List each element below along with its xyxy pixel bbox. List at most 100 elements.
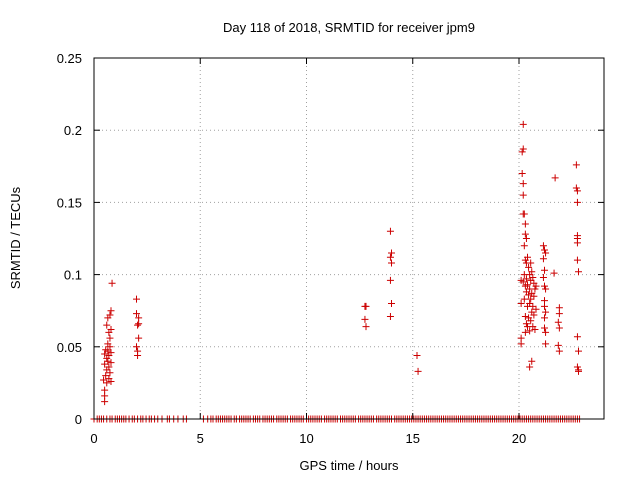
data-point	[107, 307, 115, 315]
data-point	[107, 325, 115, 333]
data-point	[361, 315, 369, 323]
data-point	[134, 321, 142, 329]
data-point	[388, 249, 395, 257]
data-point	[541, 302, 548, 310]
data-point	[573, 333, 581, 341]
data-point	[107, 377, 115, 385]
data-point	[520, 295, 528, 303]
data-point	[518, 170, 526, 178]
data-point	[555, 310, 563, 318]
data-point	[541, 282, 548, 290]
data-point	[530, 292, 538, 300]
data-point	[521, 312, 529, 320]
data-point	[527, 317, 535, 325]
data-point	[525, 263, 533, 271]
data-point	[551, 174, 559, 182]
y-tick-label: 0	[75, 412, 82, 427]
data-point	[531, 285, 539, 293]
data-point	[529, 273, 537, 281]
data-point	[133, 310, 140, 318]
data-point	[107, 359, 115, 367]
data-point	[539, 255, 547, 263]
data-point	[575, 367, 582, 375]
data-point	[386, 227, 394, 235]
data-point	[134, 351, 142, 359]
data-point	[104, 357, 112, 365]
x-tick-label: 0	[90, 431, 97, 446]
data-point	[528, 268, 536, 276]
data-point	[528, 357, 536, 365]
data-point	[362, 323, 370, 331]
data-point	[541, 314, 548, 322]
data-point	[527, 259, 535, 267]
data-point	[101, 350, 109, 358]
y-tick-label: 0.2	[64, 123, 82, 138]
data-point	[101, 360, 109, 368]
data-point	[101, 386, 109, 394]
data-point	[106, 311, 114, 319]
data-point	[550, 269, 558, 277]
data-point	[362, 302, 370, 310]
data-point	[103, 321, 111, 329]
data-point	[519, 180, 527, 188]
data-point	[530, 311, 538, 319]
data-point	[520, 210, 528, 218]
data-point	[542, 328, 550, 336]
data-point	[386, 312, 394, 320]
data-point	[518, 148, 526, 156]
x-tick-label: 10	[299, 431, 313, 446]
data-point	[573, 187, 581, 195]
y-tick-label: 0.05	[57, 340, 82, 355]
data-point	[555, 347, 563, 355]
data-point	[526, 363, 534, 371]
data-point	[103, 379, 111, 387]
data-point	[386, 253, 394, 261]
data-point	[575, 268, 582, 276]
data-point	[106, 369, 114, 377]
data-point	[517, 299, 525, 307]
data-point	[386, 276, 394, 284]
data-point	[539, 273, 547, 281]
data-point	[108, 279, 116, 287]
data-point	[519, 191, 527, 199]
data-point	[573, 239, 581, 247]
data-point	[522, 235, 530, 242]
data-point	[105, 363, 113, 371]
y-axis-label: SRMTID / TECUs	[8, 186, 23, 289]
data-point	[555, 324, 563, 332]
data-point	[573, 256, 581, 264]
data-point	[521, 230, 529, 238]
data-point	[541, 266, 548, 274]
x-tick-label: 20	[512, 431, 526, 446]
data-point	[525, 291, 533, 299]
plot-frame	[93, 57, 605, 420]
data-point	[572, 184, 580, 192]
data-point	[100, 376, 108, 384]
data-point	[522, 320, 530, 328]
data-point	[524, 253, 531, 261]
data-point	[554, 341, 562, 349]
data-point	[575, 347, 582, 355]
data-point	[524, 281, 531, 289]
data-point	[532, 282, 540, 290]
x-axis-label: GPS time / hours	[300, 458, 399, 473]
data-point	[519, 278, 527, 286]
data-point	[106, 334, 114, 342]
data-point	[135, 314, 143, 322]
data-point	[529, 302, 537, 310]
data-point	[388, 259, 395, 267]
y-tick-label: 0.1	[64, 268, 82, 283]
data-point	[101, 398, 109, 406]
data-point	[542, 285, 550, 293]
data-point	[517, 340, 525, 348]
data-point	[521, 220, 529, 228]
data-point	[532, 305, 540, 313]
data-point	[522, 275, 530, 283]
data-point	[413, 351, 421, 359]
data-point	[414, 367, 422, 375]
y-tick-label: 0.25	[57, 51, 82, 66]
data-point	[133, 343, 140, 351]
data-point	[102, 372, 110, 380]
data-point	[527, 295, 535, 303]
